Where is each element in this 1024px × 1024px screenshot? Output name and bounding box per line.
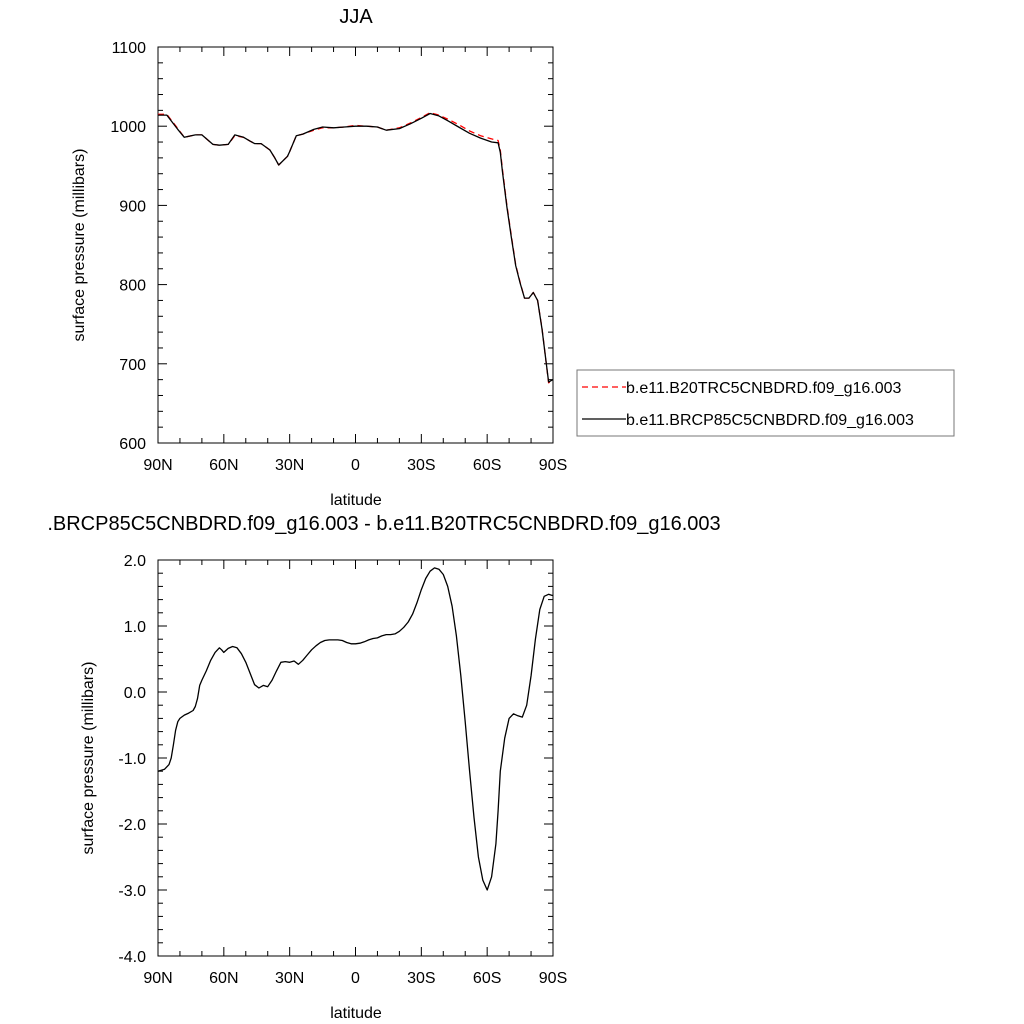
legend-label-historical: b.e11.B20TRC5CNBDRD.f09_g16.003 bbox=[626, 380, 902, 397]
y-tick-label: 700 bbox=[119, 357, 146, 374]
y-tick-label: 1100 bbox=[112, 40, 147, 57]
x-tick-label: 90S bbox=[539, 970, 567, 987]
top-x-axis-label: latitude bbox=[330, 492, 382, 509]
x-tick-label: 90N bbox=[143, 970, 172, 987]
x-tick-label: 30S bbox=[407, 457, 435, 474]
top-series-lines bbox=[158, 112, 554, 384]
top-y-axis-label: surface pressure (millibars) bbox=[71, 149, 88, 342]
x-tick-label: 30N bbox=[275, 970, 304, 987]
top-series-line-1 bbox=[158, 112, 554, 383]
y-tick-label: 600 bbox=[119, 436, 146, 453]
y-tick-label: 900 bbox=[119, 198, 146, 215]
legend-label-rcp85: b.e11.BRCP85C5CNBDRD.f09_g16.003 bbox=[626, 412, 914, 429]
x-tick-label: 30S bbox=[407, 970, 435, 987]
y-tick-label: 0.0 bbox=[124, 685, 146, 702]
bottom-chart-title: .BRCP85C5CNBDRD.f09_g16.003 - b.e11.B20T… bbox=[47, 513, 720, 535]
top-chart-title: JJA bbox=[339, 6, 373, 28]
x-tick-label: 60S bbox=[473, 457, 501, 474]
legend-box bbox=[576, 369, 955, 437]
x-tick-label: 90N bbox=[143, 457, 172, 474]
bottom-x-axis-label: latitude bbox=[330, 1005, 382, 1022]
y-tick-label: -2.0 bbox=[118, 817, 146, 834]
top-axis-ticks: 90N 60N 30N 0 30S 60S 90S 600 700 800 900 1000 1100 bbox=[110, 40, 567, 474]
bottom-panel: .BRCP85C5CNBDRD.f09_g16.003 - b.e11.B20T… bbox=[47, 513, 720, 1022]
y-tick-label: 1000 bbox=[110, 119, 146, 136]
x-tick-label: 0 bbox=[351, 457, 360, 474]
bottom-y-axis-label: surface pressure (millibars) bbox=[80, 662, 97, 855]
bottom-axis-ticks: 90N 60N 30N 0 30S 60S 90S 2.0 1.0 0.0 -1.0 -2.0 -3.0… bbox=[118, 553, 567, 987]
y-tick-label: 800 bbox=[119, 278, 146, 295]
x-tick-label: 60N bbox=[209, 970, 238, 987]
x-tick-label: 30N bbox=[275, 457, 304, 474]
x-tick-label: 0 bbox=[351, 970, 360, 987]
x-tick-label: 60N bbox=[209, 457, 238, 474]
y-tick-label: 1.0 bbox=[124, 619, 146, 636]
y-tick-label: -1.0 bbox=[118, 751, 146, 768]
y-tick-label: -3.0 bbox=[118, 883, 146, 900]
y-tick-label: -4.0 bbox=[118, 949, 146, 966]
bottom-series-lines bbox=[157, 567, 554, 891]
y-tick-label: 2.0 bbox=[124, 553, 146, 570]
bottom-series-line-0 bbox=[157, 567, 554, 891]
top-panel: JJA 90N 60N 30N 0 30S 60S 90S 600 700 800 900 1000 1… bbox=[71, 6, 955, 509]
x-tick-label: 90S bbox=[539, 457, 567, 474]
legend: b.e11.B20TRC5CNBDRD.f09_g16.003 b.e11.BR… bbox=[576, 369, 955, 437]
x-tick-label: 60S bbox=[473, 970, 501, 987]
